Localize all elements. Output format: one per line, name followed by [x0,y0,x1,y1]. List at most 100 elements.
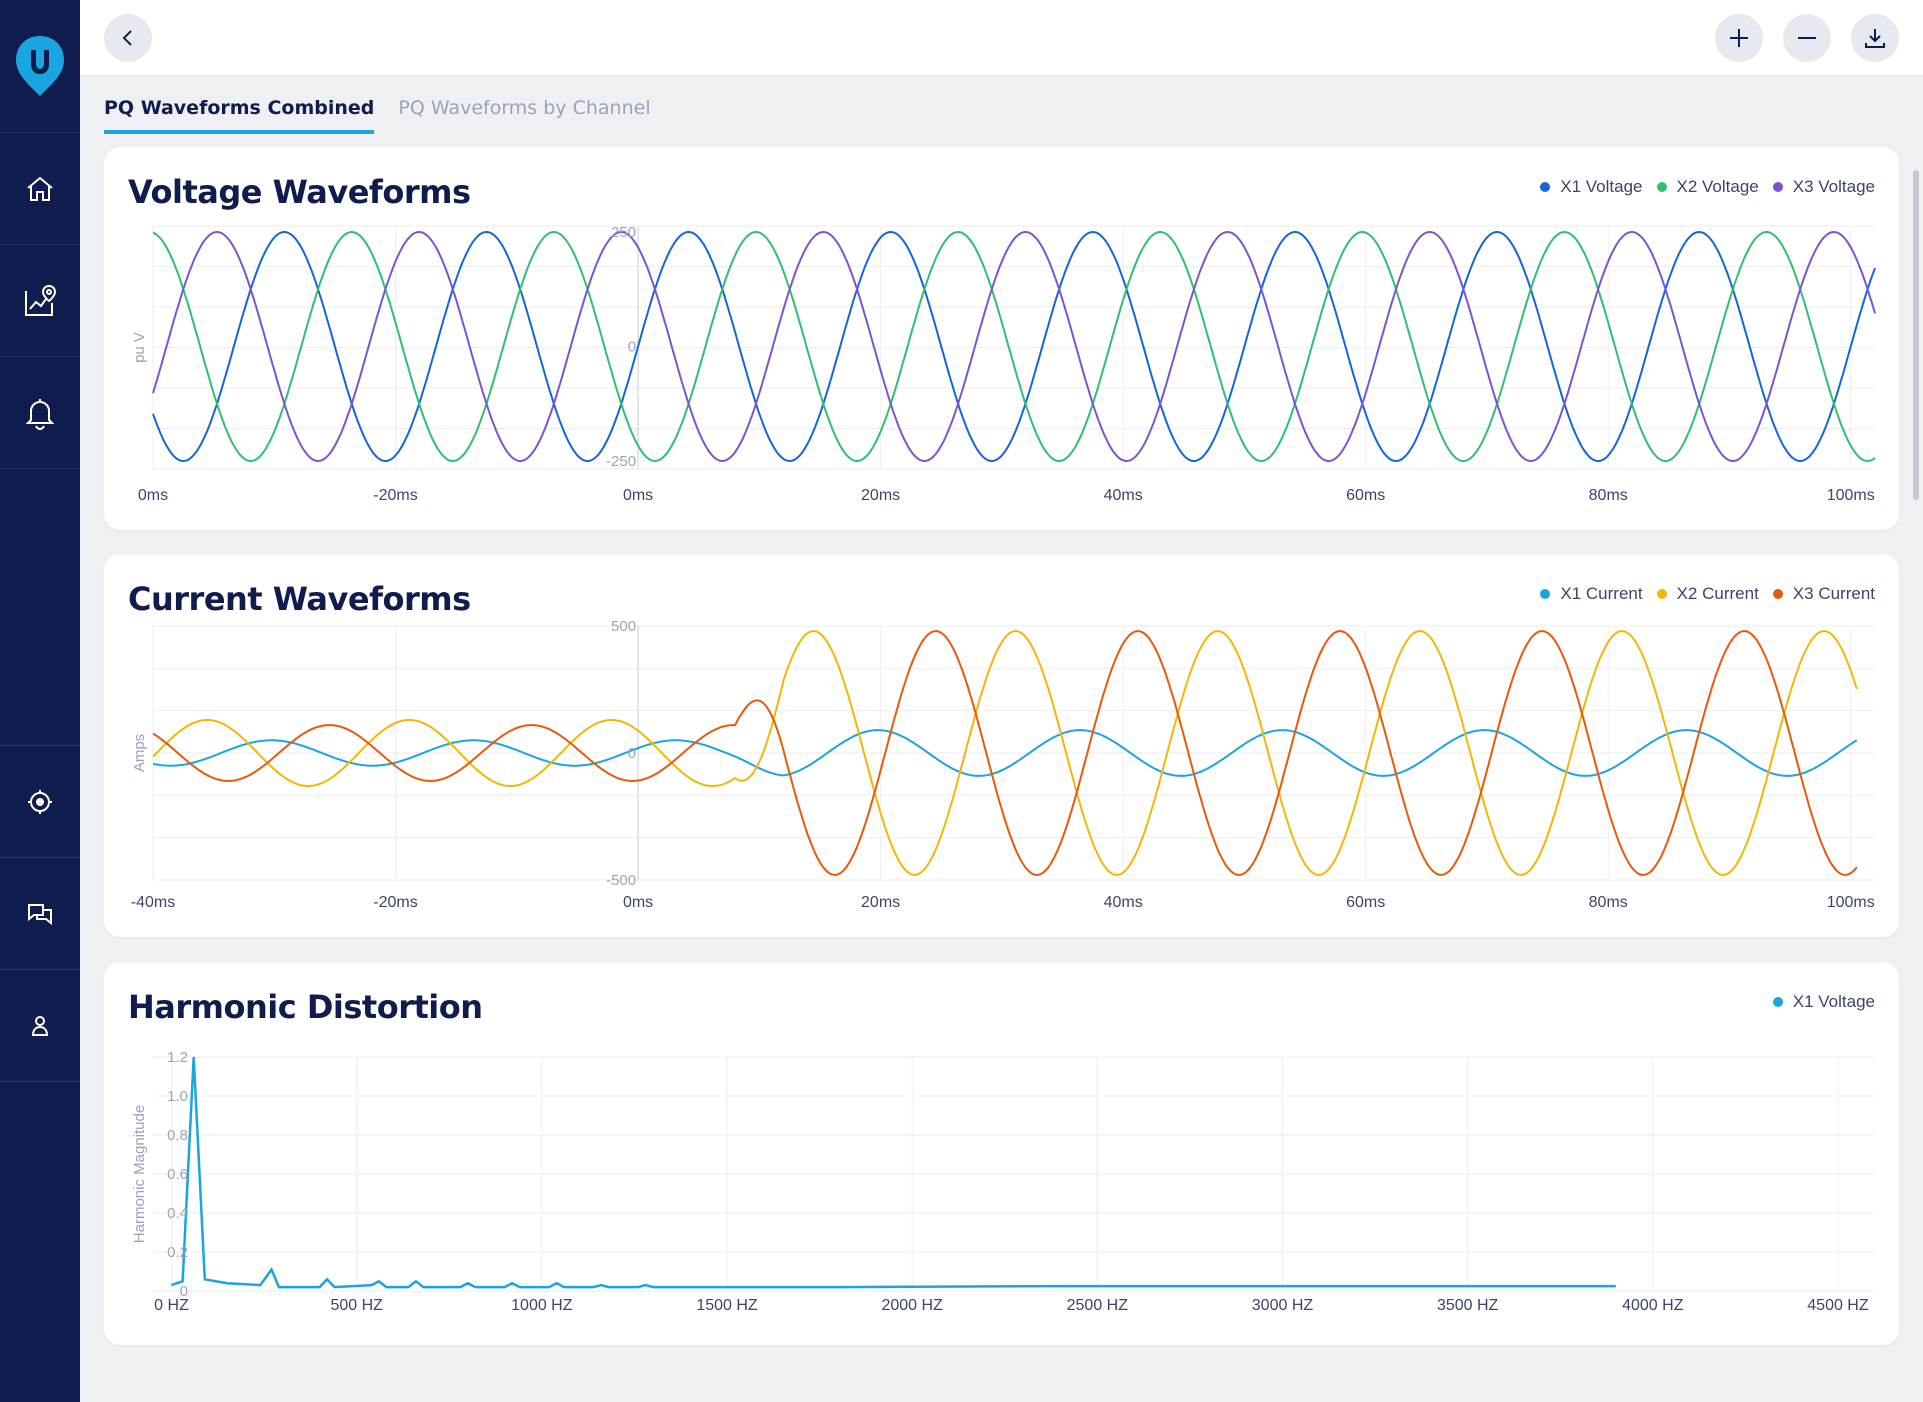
voltage-series-line [152,230,1876,463]
zoom-out-button[interactable] [1783,14,1831,62]
current-chart-title: Current Waveforms [128,580,471,618]
harmonic-distortion-card: 1.2 1.0 0.8 0.6 0.4 0.2 0 0 HZ 500 HZ 1000 HZ 1500… [104,962,1899,1345]
x-tick-label: 500 HZ [330,1297,383,1314]
current-series-line [152,630,1858,876]
harmonic-legend: X1 Voltage [1772,992,1875,1012]
x-tick-label: 4500 HZ [1807,1297,1869,1314]
legend-item-x2-current[interactable]: X2 Current [1656,584,1759,604]
harmonic-chart[interactable]: 1.2 1.0 0.8 0.6 0.4 0.2 00 HZ 500 HZ 1000 HZ 1500… [104,962,1899,1345]
x-tick-label: -40ms [131,894,175,911]
current-series-line [152,630,1858,876]
x-tick-label: 3000 HZ [1252,1297,1314,1314]
x-tick-label: 80ms [1589,894,1628,911]
voltage-waveforms-card: 250 0 -250 0ms -20ms 0ms 20ms 40ms 60ms 80ms 100ms… [104,147,1899,530]
current-legend: X1 Current X2 Current X3 Current [1540,584,1875,604]
chevron-left-icon [122,30,132,46]
y-tick-label: 0.6 [167,1166,188,1183]
logo[interactable] [0,0,80,133]
current-chart[interactable]: 500 0 -500 -40ms -20ms 0ms 20ms 40ms 60ms 80ms 100… [104,554,1899,937]
y-tick-label: 250 [611,224,636,241]
x-tick-label: -20ms [373,487,417,504]
zoom-in-button[interactable] [1715,14,1763,62]
x-tick-label: 0 HZ [154,1297,189,1314]
legend-dot [1656,182,1667,192]
legend-item-x3-current[interactable]: X3 Current [1772,584,1875,604]
voltage-legend: X1 Voltage X2 Voltage X3 Voltage [1540,177,1875,197]
x-tick-label: 0ms [623,487,653,504]
sidebar-bottom-group [0,745,80,1082]
nav-settings[interactable] [0,746,80,858]
legend-item-x1-current[interactable]: X1 Current [1540,584,1643,604]
sidebar [0,0,80,1402]
y-tick-label: 0 [628,745,636,762]
download-button[interactable] [1851,14,1899,62]
nav-map-chart[interactable] [0,245,80,357]
voltage-chart-title: Voltage Waveforms [128,173,471,211]
download-icon [1865,29,1885,48]
x-tick-label: 0ms [623,894,653,911]
tab-pq-waveforms-combined[interactable]: PQ Waveforms Combined [104,92,375,134]
x-tick-label: 100ms [1827,894,1875,911]
y-tick-label: 1.2 [167,1049,188,1066]
y-axis-label: pu V [131,332,148,363]
x-tick-label: 100ms [1827,487,1875,504]
x-tick-label: 80ms [1589,487,1628,504]
y-axis-label: Amps [131,734,148,772]
voltage-chart[interactable]: 250 0 -250 0ms -20ms 0ms 20ms 40ms 60ms 80ms 100ms… [104,147,1899,530]
legend-label: X1 Voltage [1792,992,1875,1011]
legend-dot [1540,589,1551,599]
tab-bar: PQ Waveforms Combined PQ Waveforms by Ch… [104,92,651,134]
x-tick-label: 1000 HZ [511,1297,573,1314]
y-tick-label: 0 [180,1283,188,1300]
nav-profile[interactable] [0,970,80,1082]
bell-icon [25,398,55,430]
legend-label: X1 Voltage [1560,177,1643,196]
current-waveforms-card: 500 0 -500 -40ms -20ms 0ms 20ms 40ms 60ms 80ms 100… [104,554,1899,937]
legend-item-x1-voltage[interactable]: X1 Voltage [1540,177,1643,197]
x-tick-label: 40ms [1104,487,1143,504]
minus-icon [1798,37,1816,39]
legend-dot [1772,589,1783,599]
plus-icon [1730,29,1748,47]
nav-home[interactable] [0,133,80,245]
page-scrollbar[interactable] [1913,170,1919,500]
legend-item-x3-voltage[interactable]: X3 Voltage [1772,177,1875,197]
legend-item-x2-voltage[interactable]: X2 Voltage [1656,177,1759,197]
legend-label: X3 Voltage [1792,177,1875,196]
legend-label: X1 Current [1560,584,1643,603]
x-tick-label: 1500 HZ [696,1297,758,1314]
harmonic-series-line [171,1056,1616,1289]
x-tick-label: 2500 HZ [1067,1297,1129,1314]
legend-dot [1772,182,1783,192]
y-tick-label: 500 [611,618,636,635]
x-tick-label: 3500 HZ [1437,1297,1499,1314]
legend-label: X3 Current [1792,584,1875,603]
legend-dot [1772,997,1783,1007]
x-tick-label: 60ms [1346,487,1385,504]
y-tick-label: 0.2 [167,1244,188,1261]
y-tick-label: 0 [628,339,636,356]
y-tick-label: -250 [606,453,636,470]
legend-item-x1-voltage-harmonic[interactable]: X1 Voltage [1772,992,1875,1012]
nav-alerts[interactable] [0,357,80,469]
legend-dot [1656,589,1667,599]
chat-icon [28,903,52,925]
legend-label: X2 Voltage [1676,177,1759,196]
x-tick-label: 2000 HZ [881,1297,943,1314]
x-tick-label: -20ms [373,894,417,911]
gear-icon [28,789,52,814]
x-tick-label: 4000 HZ [1622,1297,1684,1314]
back-button[interactable] [104,14,152,62]
user-icon [31,1015,49,1036]
current-series-line [152,729,1858,777]
y-tick-label: -500 [606,872,636,889]
y-axis-label: Harmonic Magnitude [131,1105,148,1243]
home-icon [27,176,53,201]
y-tick-label: 0.4 [167,1205,188,1222]
nav-messages[interactable] [0,858,80,970]
top-bar [80,0,1923,76]
y-tick-label: 1.0 [167,1088,188,1105]
y-tick-label: 0.8 [167,1127,188,1144]
x-tick-label: 20ms [861,894,900,911]
tab-pq-waveforms-by-channel[interactable]: PQ Waveforms by Channel [398,97,651,119]
